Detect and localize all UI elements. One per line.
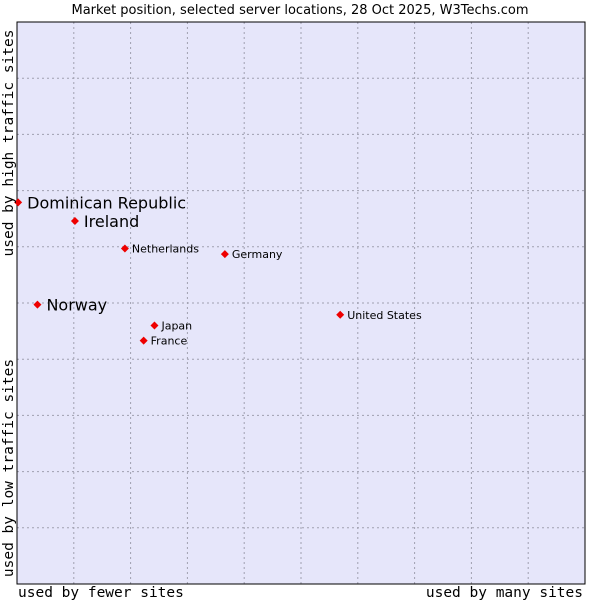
point-label-ireland: Ireland (84, 212, 139, 231)
point-united-states (336, 310, 345, 319)
point-label-dominican-republic: Dominican Republic (27, 193, 186, 212)
point-japan (150, 321, 159, 330)
x-axis-label-left: used by fewer sites (18, 585, 184, 600)
point-label-norway: Norway (46, 296, 107, 315)
point-germany (220, 250, 229, 259)
point-label-france: France (151, 335, 188, 348)
point-netherlands (120, 244, 129, 253)
point-ireland (70, 216, 79, 225)
chart-title: Market position, selected server locatio… (71, 3, 528, 18)
point-france (139, 336, 148, 345)
x-axis-label-right: used by many sites (426, 585, 583, 600)
point-label-germany: Germany (232, 248, 283, 261)
plot-frame (16, 21, 586, 585)
point-label-united-states: United States (347, 309, 422, 322)
y-axis-label-top: used by high traffic sites (1, 30, 17, 257)
point-label-japan: Japan (160, 319, 192, 332)
y-axis-label-bottom: used by low traffic sites (1, 359, 17, 577)
point-dominican-republic (14, 198, 23, 207)
grid-lines (17, 22, 585, 584)
point-label-netherlands: Netherlands (132, 242, 199, 255)
point-norway (33, 300, 42, 309)
